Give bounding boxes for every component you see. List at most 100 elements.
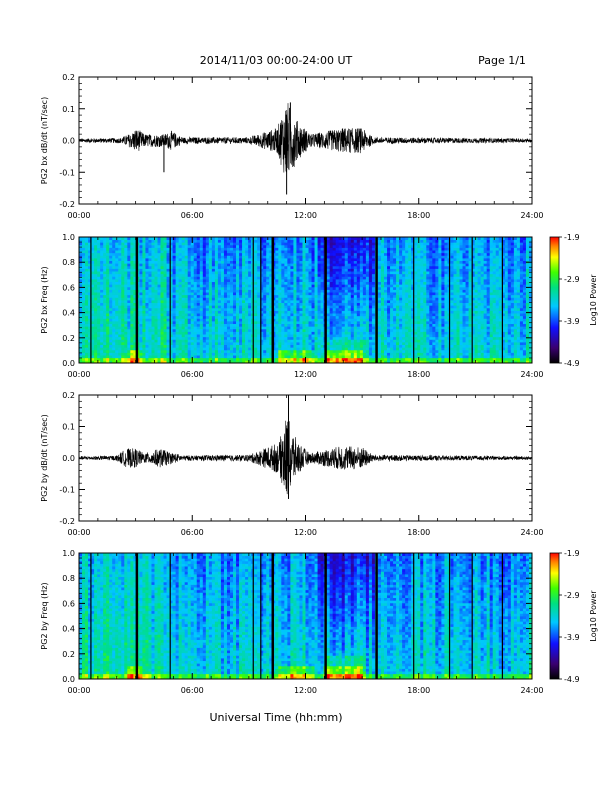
- spectrogram-cell: [332, 349, 337, 353]
- spectrogram-cell: [190, 268, 195, 272]
- spectrogram-cell: [377, 294, 382, 298]
- spectrogram-cell: [196, 292, 201, 296]
- spectrogram-cell: [230, 331, 234, 335]
- spectrogram-cell: [106, 310, 110, 314]
- spectrogram-cell: [344, 271, 349, 275]
- spectrogram-cell: [284, 281, 288, 285]
- spectrogram-cell: [362, 323, 367, 327]
- spectrogram-cell: [118, 342, 122, 346]
- spectrogram-cell: [142, 315, 146, 319]
- spectrogram-cell: [199, 315, 204, 319]
- spectrogram-cell: [359, 355, 364, 359]
- spectrogram-cell: [326, 336, 331, 340]
- spectrogram-cell: [118, 307, 122, 311]
- spectrogram-cell: [242, 242, 246, 246]
- spectrogram-cell: [281, 252, 285, 256]
- spectrogram-cell: [305, 349, 309, 353]
- spectrogram-cell: [245, 331, 249, 335]
- spectrogram-cell: [287, 271, 291, 275]
- spectrogram-cell: [384, 310, 388, 314]
- spectrogram-cell: [112, 339, 116, 343]
- spectrogram-cell: [347, 313, 352, 317]
- spectrogram-cell: [190, 247, 195, 251]
- spectrogram-cell: [91, 334, 95, 338]
- spectrogram-cell: [269, 255, 273, 259]
- spectrogram-cell: [220, 355, 225, 359]
- spectrogram-cell: [326, 237, 331, 241]
- spectrogram-cell: [377, 281, 382, 285]
- spectrogram-cell: [139, 307, 143, 311]
- spectrogram-cell: [308, 276, 312, 280]
- spectrogram-cell: [94, 294, 98, 298]
- spectrogram-cell: [233, 360, 237, 364]
- spectrogram-cell: [100, 321, 104, 325]
- spectrogram-cell: [332, 326, 337, 330]
- spectrogram-cell: [381, 310, 385, 314]
- spectrogram-cell: [230, 305, 234, 309]
- spectrogram-cell: [314, 237, 318, 241]
- spectrogram-cell: [106, 289, 110, 293]
- spectrogram-cell: [175, 237, 180, 241]
- spectrogram-cell: [305, 313, 309, 317]
- spectrogram-cell: [145, 286, 149, 290]
- spectrogram-cell: [97, 250, 101, 254]
- spectrogram-cell: [148, 302, 152, 306]
- spectrogram-cell: [314, 260, 318, 264]
- spectrogram-cell: [106, 344, 110, 348]
- spectrogram-cell: [214, 294, 219, 298]
- spectrogram-cell: [341, 252, 346, 256]
- spectrogram-cell: [305, 344, 309, 348]
- spectrogram-cell: [190, 321, 195, 325]
- spectrogram-cell: [175, 355, 180, 359]
- spectrogram-cell: [118, 273, 122, 277]
- spectrogram-cell: [305, 265, 309, 269]
- spectrogram-cell: [127, 315, 131, 319]
- spectrogram-cell: [160, 279, 164, 283]
- spectrogram-cell: [208, 255, 213, 259]
- spectrogram-cell: [254, 239, 258, 243]
- spectrogram-cell: [299, 331, 303, 335]
- spectrogram-cell: [130, 310, 134, 314]
- spectrogram-cell: [320, 286, 325, 290]
- spectrogram-cell: [287, 326, 291, 330]
- spectrogram-cell: [362, 260, 367, 264]
- spectrogram-cell: [220, 310, 225, 314]
- spectrogram-cell: [326, 255, 331, 259]
- spectrogram-cell: [187, 352, 192, 356]
- spectrogram-cell: [154, 292, 158, 296]
- spectrogram-cell: [82, 321, 86, 325]
- spectrogram-cell: [172, 250, 177, 254]
- spectrogram-cell: [160, 258, 164, 262]
- spectrogram-cell: [368, 318, 373, 322]
- spectrogram-cell: [103, 349, 107, 353]
- spectrogram-cell: [139, 258, 143, 262]
- spectrogram-cell: [377, 284, 382, 288]
- spectrogram-cell: [106, 307, 110, 311]
- spectrogram-cell: [106, 279, 110, 283]
- spectrogram-cell: [157, 355, 161, 359]
- spectrogram-cell: [233, 255, 237, 259]
- spectrogram-cell: [377, 331, 382, 335]
- spectrogram-cell: [320, 271, 325, 275]
- spectrogram-cell: [178, 300, 183, 304]
- spectrogram-cell: [124, 263, 128, 267]
- spectrogram-cell: [142, 292, 146, 296]
- spectrogram-cell: [311, 255, 315, 259]
- spectrogram-cell: [344, 294, 349, 298]
- spectrogram-cell: [133, 286, 137, 290]
- spectrogram-cell: [151, 349, 155, 353]
- spectrogram-cell: [236, 326, 240, 330]
- bx-dbdt-panel: 00:00 06:00 12:00 18:00 24:000.20.10.0-0.1-0…: [40, 73, 544, 220]
- spectrogram-cell: [248, 284, 252, 288]
- spectrogram-cell: [88, 326, 92, 330]
- spectrogram-cell: [260, 360, 264, 364]
- spectrogram-cell: [118, 250, 122, 254]
- spectrogram-cell: [326, 347, 331, 351]
- spectrogram-cell: [172, 273, 177, 277]
- spectrogram-cell: [112, 279, 116, 283]
- spectrogram-cell: [332, 307, 337, 311]
- spectrogram-cell: [199, 334, 204, 338]
- spectrogram-cell: [248, 292, 252, 296]
- spectrogram-cell: [305, 305, 309, 309]
- spectrogram-cell: [163, 237, 167, 241]
